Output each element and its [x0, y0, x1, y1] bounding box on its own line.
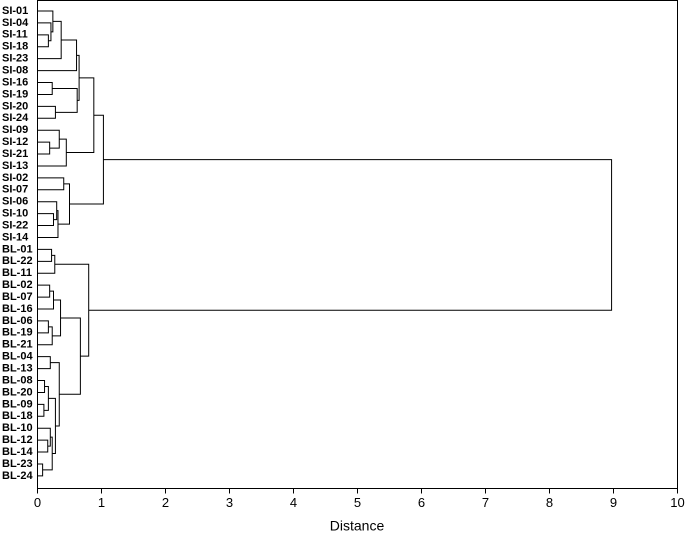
cluster-link	[37, 213, 54, 227]
leaf-label: BL-14	[2, 446, 33, 458]
leaf-label: SI-23	[2, 53, 28, 65]
leaf-label: SI-19	[2, 88, 28, 100]
leaf-label: BL-02	[2, 279, 33, 291]
x-tick-label: 6	[418, 495, 425, 510]
x-tick-label: 8	[546, 495, 553, 510]
cluster-link	[88, 159, 613, 311]
leaf-label: SI-22	[2, 219, 28, 231]
cluster-link	[66, 77, 95, 154]
leaf-label: SI-13	[2, 160, 28, 172]
leaf-label: SI-04	[2, 17, 29, 29]
leaf-label: BL-13	[2, 363, 33, 375]
cluster-link	[37, 463, 44, 477]
cluster-link	[37, 177, 65, 191]
leaf-label: BL-22	[2, 255, 33, 267]
leaf-label: BL-20	[2, 386, 33, 398]
leaf-label: BL-11	[2, 267, 32, 279]
cluster-link	[37, 82, 53, 95]
leaf-label: BL-19	[2, 327, 33, 339]
x-tick-label: 4	[290, 495, 297, 510]
cluster-link	[37, 356, 51, 370]
cluster-link	[52, 87, 78, 113]
cluster-link	[37, 403, 45, 417]
plot-frame	[37, 0, 678, 489]
leaf-label: BL-12	[2, 434, 33, 446]
leaf-label: BL-09	[2, 398, 33, 410]
cluster-link	[54, 263, 90, 357]
leaf-label: SI-09	[2, 124, 28, 136]
cluster-link	[37, 427, 51, 447]
leaf-label: SI-21	[2, 148, 28, 160]
leaf-label: BL-06	[2, 315, 33, 327]
cluster-link	[37, 380, 46, 393]
cluster-link	[50, 362, 60, 427]
leaf-label: SI-11	[2, 29, 28, 41]
cluster-link	[37, 105, 56, 119]
leaf-label: BL-07	[2, 291, 33, 303]
x-tick-label: 1	[98, 495, 105, 510]
leaf-label: BL-08	[2, 374, 33, 386]
cluster-link	[37, 34, 49, 48]
x-tick-label: 7	[482, 495, 489, 510]
leaf-label: SI-01	[2, 5, 28, 17]
x-tick-label: 5	[354, 495, 361, 510]
leaf-label: BL-10	[2, 422, 33, 434]
cluster-link	[37, 138, 67, 167]
cluster-link	[37, 439, 49, 453]
x-tick-label: 3	[226, 495, 233, 510]
cluster-link	[37, 290, 54, 310]
x-tick-label: 10	[670, 495, 684, 510]
leaf-label: SI-02	[2, 172, 28, 184]
leaf-label: BL-24	[2, 470, 33, 482]
cluster-link	[37, 284, 51, 298]
cluster-link	[69, 114, 104, 205]
cluster-link	[37, 129, 60, 149]
leaf-label: BL-16	[2, 303, 33, 315]
x-tick-label: 0	[34, 495, 41, 510]
cluster-link	[37, 39, 78, 72]
cluster-link	[59, 317, 81, 395]
leaf-label: SI-06	[2, 196, 28, 208]
leaf-label: SI-20	[2, 100, 28, 112]
x-axis-title: Distance	[330, 518, 385, 534]
cluster-link	[37, 326, 53, 346]
leaf-label: SI-12	[2, 136, 28, 148]
leaf-label: SI-14	[2, 231, 29, 243]
x-tick-label: 9	[610, 495, 617, 510]
x-tick-label: 2	[162, 495, 169, 510]
leaf-label: BL-23	[2, 458, 33, 470]
leaf-label: SI-16	[2, 76, 28, 88]
cluster-link	[37, 210, 59, 238]
cluster-link	[37, 254, 56, 274]
leaf-label: BL-04	[2, 351, 33, 363]
leaf-label: SI-10	[2, 208, 28, 220]
cluster-link	[37, 22, 52, 42]
cluster-link	[37, 141, 51, 155]
leaf-label: SI-08	[2, 65, 28, 77]
leaf-label: SI-24	[2, 112, 29, 124]
leaf-label: BL-01	[2, 243, 33, 255]
leaf-label: SI-18	[2, 41, 28, 53]
leaf-label: BL-21	[2, 339, 33, 351]
leaf-label: SI-07	[2, 184, 28, 196]
cluster-link	[37, 248, 53, 262]
cluster-link	[37, 20, 62, 60]
leaf-label: BL-18	[2, 410, 33, 422]
cluster-link	[37, 320, 49, 334]
